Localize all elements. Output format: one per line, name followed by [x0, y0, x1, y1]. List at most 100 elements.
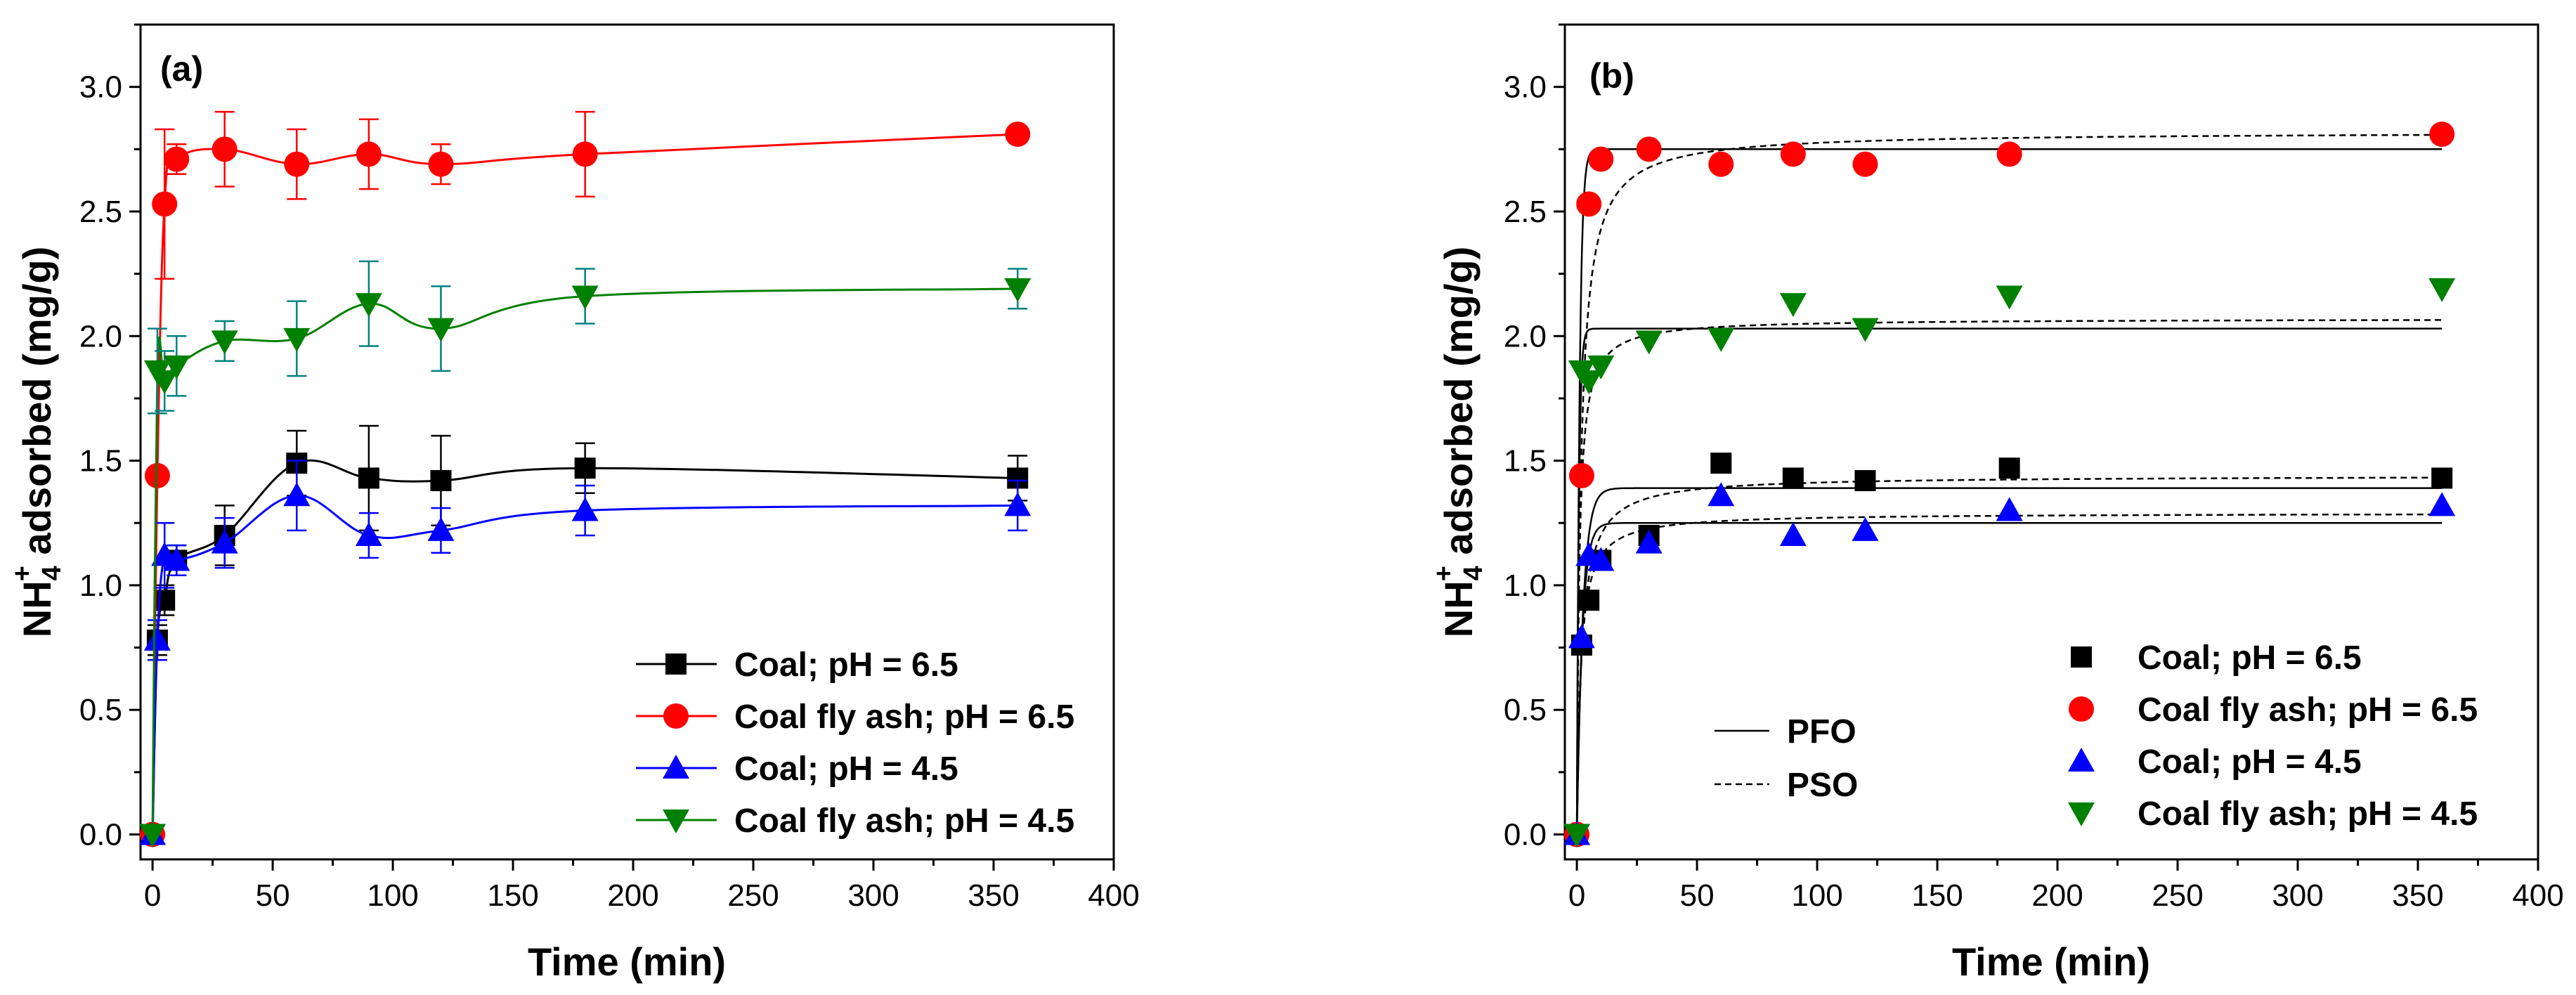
x-tick-label: 400	[1088, 878, 1139, 913]
y-tick-label: 0.5	[79, 693, 122, 727]
data-point-coal-ph-6-5	[154, 590, 176, 611]
legend-marker-coal-fly-ash-ph-6-5	[663, 703, 689, 729]
data-point-coal-ph-4-5	[355, 521, 382, 546]
y-tick-label: 1.0	[79, 568, 122, 603]
data-point-coal-fly-ash-ph-6-5	[1780, 141, 1806, 167]
panel-b-ticks: 0 50 100 150 200 250 300 350 400 0.0 0.5 1.0 1.5 2.0 2…	[1504, 23, 2564, 913]
y-tick-label: 0.5	[1504, 693, 1547, 727]
data-point-coal-ph-4-5	[1004, 492, 1032, 516]
data-point-coal-ph-6-5	[2431, 467, 2453, 489]
fit-curve-pfo	[1575, 327, 2442, 835]
data-point-coal-ph-6-5	[358, 467, 379, 489]
data-point-coal-fly-ash-ph-6-5	[428, 151, 454, 177]
fit-curve-pso	[1575, 134, 2442, 835]
panel-b-chart: (b) 0 50 100 150 200 250 300 350 400 0.0 0.5 1.0 1.5…	[1429, 23, 2564, 984]
model-legend-label-pso: PSO	[1787, 767, 1858, 804]
data-point-coal-fly-ash-ph-6-5	[144, 462, 170, 488]
panel-a-y-title-rest: adsorbed (mg/g)	[15, 247, 59, 566]
panel-b-y-title-rest: adsorbed (mg/g)	[1436, 247, 1481, 566]
y-tick-label: 1.0	[1504, 568, 1547, 603]
panel-b-plot-frame	[1563, 23, 2539, 861]
data-point-coal-ph-4-5	[1587, 547, 1615, 571]
data-point-coal-fly-ash-ph-6-5	[152, 191, 178, 217]
y-tick-label: 0.0	[79, 818, 122, 852]
data-point-coal-ph-6-5	[1710, 453, 1732, 474]
fit-curve-pfo	[1575, 148, 2442, 835]
data-point-coal-fly-ash-ph-4-5	[1004, 278, 1032, 302]
x-tick-label: 50	[256, 878, 290, 913]
legend-label-coal-fly-ash-ph-4-5: Coal fly ash; pH = 4.5	[734, 802, 1074, 840]
panel-a-y-title-sup: +	[8, 566, 37, 581]
data-point-coal-fly-ash-ph-4-5	[1575, 370, 1603, 395]
x-tick-label: 350	[968, 878, 1019, 913]
data-point-coal-fly-ash-ph-4-5	[427, 318, 455, 342]
y-tick-label: 2.5	[79, 195, 122, 229]
legend-marker-coal-fly-ash-ph-6-5	[2069, 696, 2094, 722]
panel-a-label: (a)	[160, 49, 203, 89]
data-point-coal-ph-6-5	[1854, 469, 1876, 491]
data-point-coal-ph-4-5	[427, 516, 455, 541]
panel-a-plot-area	[139, 110, 1032, 848]
panel-a-y-axis-title: NH4+ adsorbed (mg/g)	[8, 247, 67, 637]
data-point-coal-fly-ash-ph-6-5	[356, 141, 382, 167]
x-tick-label: 200	[607, 878, 658, 913]
legend-marker-coal-ph-4-5	[663, 755, 689, 779]
data-point-coal-fly-ash-ph-4-5	[2428, 278, 2456, 302]
data-point-coal-fly-ash-ph-6-5	[212, 136, 238, 162]
panel-b-y-title-main: NH	[1436, 580, 1481, 637]
data-point-coal-fly-ash-ph-6-5	[164, 146, 190, 172]
legend-label-coal-ph-6-5: Coal; pH = 6.5	[734, 646, 958, 684]
data-point-coal-ph-6-5	[1998, 457, 2020, 479]
data-point-coal-ph-4-5	[1996, 497, 2023, 521]
data-point-coal-fly-ash-ph-6-5	[572, 141, 598, 167]
legend-label-coal-ph-6-5: Coal; pH = 6.5	[2138, 639, 2362, 677]
data-point-coal-fly-ash-ph-4-5	[1563, 824, 1591, 848]
y-tick-label: 2.0	[79, 319, 122, 353]
data-point-coal-ph-6-5	[430, 469, 452, 491]
x-tick-label: 200	[2031, 878, 2083, 913]
y-tick-label: 3.0	[1504, 70, 1547, 105]
data-point-coal-ph-4-5	[143, 626, 171, 651]
data-point-coal-fly-ash-ph-4-5	[571, 285, 599, 310]
y-tick-label: 0.0	[1504, 818, 1547, 852]
x-tick-label: 250	[727, 878, 779, 913]
panel-b-y-title-sup: +	[1429, 566, 1459, 581]
data-point-coal-ph-4-5	[1635, 529, 1663, 554]
panel-b-y-title-sub: 4	[1459, 566, 1488, 580]
x-tick-label: 250	[2152, 878, 2203, 913]
data-point-coal-ph-4-5	[1852, 516, 1879, 541]
panel-b-model-legend: PFO PSO	[1715, 713, 1858, 804]
legend-label-coal-fly-ash-ph-6-5: Coal fly ash; pH = 6.5	[2138, 691, 2478, 729]
fit-curve-pfo	[1575, 487, 2442, 835]
panel-a-y-title-main: NH	[15, 580, 59, 637]
data-point-coal-ph-4-5	[163, 547, 190, 571]
data-point-coal-fly-ash-ph-6-5	[1576, 191, 1602, 217]
panel-a-chart: (a) 0 50 100 150 200 250 300 350 400 0.0 0.5 1.0 1.5…	[8, 23, 1140, 984]
data-point-coal-ph-4-5	[211, 529, 238, 554]
legend-label-coal-fly-ash-ph-4-5: Coal fly ash; pH = 4.5	[2138, 795, 2478, 833]
panel-b-plot-area	[1563, 122, 2456, 848]
data-point-coal-fly-ash-ph-6-5	[1636, 136, 1662, 162]
data-point-coal-ph-4-5	[283, 482, 311, 507]
y-tick-label: 1.5	[1504, 444, 1547, 479]
data-point-coal-fly-ash-ph-6-5	[1996, 141, 2022, 167]
x-tick-label: 300	[847, 878, 899, 913]
data-point-coal-fly-ash-ph-4-5	[1635, 330, 1663, 355]
panel-b-y-axis-title: NH4+ adsorbed (mg/g)	[1429, 247, 1488, 637]
legend-marker-coal-fly-ash-ph-4-5	[2068, 802, 2095, 826]
data-point-coal-fly-ash-ph-6-5	[284, 151, 310, 177]
data-point-coal-fly-ash-ph-4-5	[1852, 318, 1879, 342]
data-point-coal-ph-4-5	[571, 497, 599, 521]
x-tick-label: 100	[367, 878, 418, 913]
legend-marker-coal-ph-4-5	[2068, 748, 2095, 772]
data-point-coal-ph-4-5	[1707, 482, 1735, 507]
legend-marker-coal-ph-6-5	[2071, 646, 2092, 668]
legend-label-coal-ph-4-5: Coal; pH = 4.5	[734, 750, 958, 788]
x-tick-label: 0	[1568, 878, 1585, 913]
data-point-coal-fly-ash-ph-4-5	[151, 370, 178, 395]
legend-marker-coal-fly-ash-ph-4-5	[663, 809, 689, 833]
panel-b-fit-curves	[1575, 134, 2442, 835]
data-point-coal-ph-6-5	[1782, 467, 1804, 489]
data-point-coal-fly-ash-ph-4-5	[163, 355, 190, 379]
